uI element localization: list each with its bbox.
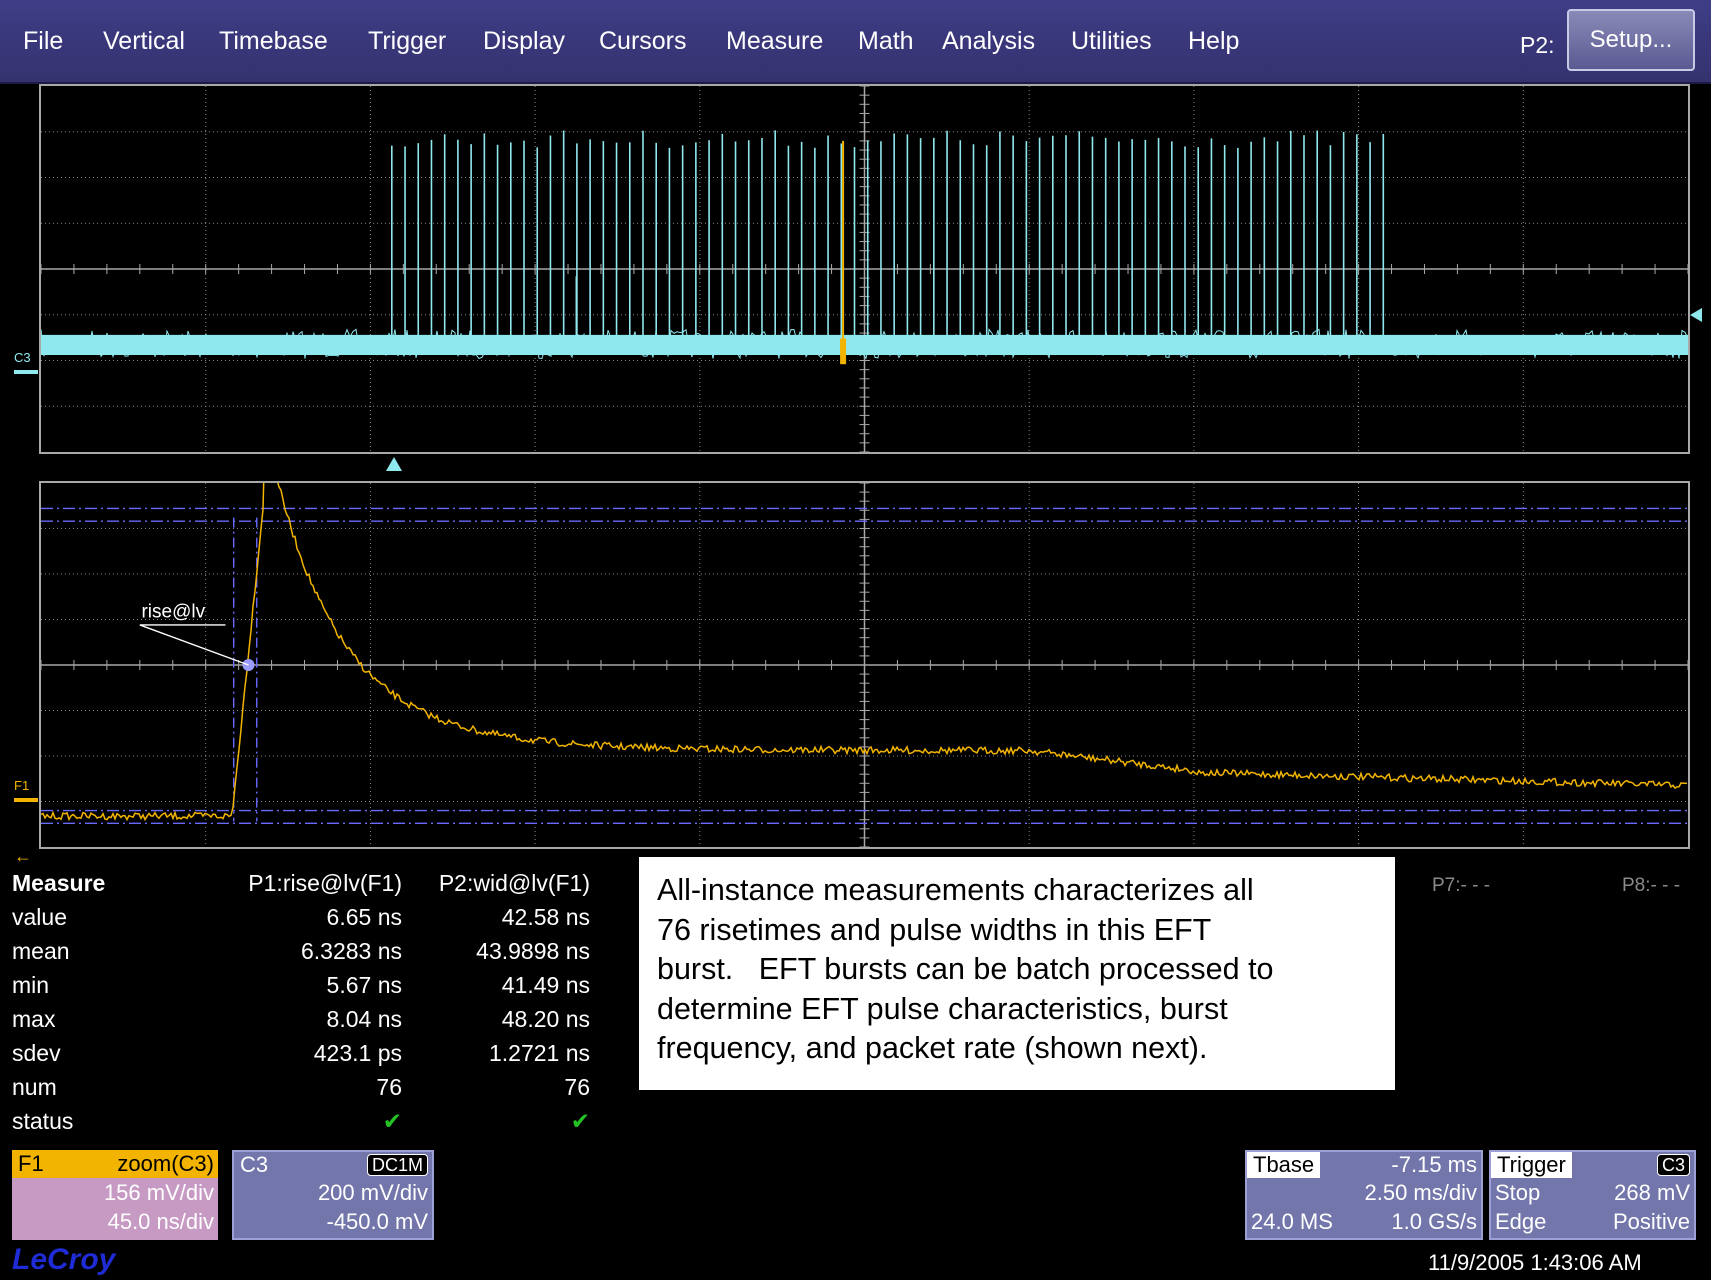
zoom-position-marker[interactable] [386, 457, 402, 471]
p2-value: 43.9898 ns [476, 938, 590, 964]
c3-ground-marker[interactable] [14, 370, 38, 374]
timestamp: 11/9/2005 1:43:06 AM [1428, 1250, 1642, 1275]
left-arrow-icon: ← [14, 846, 32, 866]
annotation-line: determine EFT pulse characteristics, bur… [657, 991, 1228, 1026]
menu-display[interactable]: Display [483, 27, 565, 55]
c3-trace-svg [41, 86, 1688, 452]
c3-trigger-level-marker[interactable] [1690, 308, 1702, 322]
c3-noise-trace [41, 328, 1688, 360]
trigger-level: 268 mV [1614, 1180, 1690, 1205]
menu-vertical[interactable]: Vertical [103, 27, 185, 55]
timebase-delay: -7.15 ms [1391, 1152, 1477, 1177]
p1-header[interactable]: P1:rise@lv(F1) [248, 870, 402, 896]
menu-file[interactable]: File [23, 27, 64, 55]
annotation-callout: All-instance measurements characterizes … [639, 857, 1395, 1090]
p1-value: 423.1 ps [313, 1040, 402, 1066]
setup-button[interactable]: Setup... [1567, 9, 1695, 71]
row-label: status [12, 1108, 74, 1134]
row-label: num [12, 1074, 57, 1100]
p1-value: 6.65 ns [326, 904, 402, 930]
p1-value: 5.67 ns [326, 972, 402, 998]
timebase-samples: 24.0 MS [1251, 1209, 1333, 1234]
f1-descriptor[interactable]: F1 zoom(C3) 156 mV/div 45.0 ns/div [12, 1150, 218, 1240]
p2-status-check-icon: ✔ [570, 1108, 590, 1134]
menu-help[interactable]: Help [1188, 27, 1240, 55]
c3-noise-band [41, 334, 1688, 356]
p2-value: 76 [564, 1074, 590, 1100]
p2-value: 41.49 ns [501, 972, 590, 998]
p8-header[interactable]: P8:- - - [1622, 875, 1681, 896]
menu-math[interactable]: Math [858, 27, 914, 55]
annotation-line: frequency, and packet rate (shown next). [657, 1031, 1208, 1065]
f1-pulse-trace [41, 483, 1688, 822]
row-label: mean [12, 938, 70, 964]
annotation-line: burst. EFT bursts can be batch processed… [657, 952, 1274, 986]
row-label: min [12, 972, 50, 998]
annotation-line: 76 risetimes and pulse widths in this EF… [657, 912, 1212, 947]
trigger-descriptor[interactable]: Trigger C3 Stop 268 mV Edge Positive [1489, 1150, 1696, 1240]
measure-title: Measure [12, 870, 106, 896]
trigger-source-badge: C3 [1656, 1154, 1690, 1176]
menu-analysis[interactable]: Analysis [942, 27, 1036, 55]
f1-name: F1 [18, 1151, 44, 1176]
p2-value: 1.2721 ns [488, 1040, 590, 1066]
annotation-line: All-instance measurements characterizes … [657, 873, 1254, 907]
f1-function: zoom(C3) [117, 1151, 214, 1176]
p1-status-check-icon: ✔ [382, 1108, 402, 1134]
row-label: max [12, 1006, 56, 1032]
timebase-tdiv: 2.50 ms/div [1364, 1180, 1478, 1205]
c3-vdiv: 200 mV/div [317, 1180, 428, 1205]
menu-bar: File Vertical Timebase Trigger Display C… [0, 0, 1711, 84]
row-label: value [12, 904, 67, 930]
menu-cursors[interactable]: Cursors [599, 27, 687, 55]
timebase-label: Tbase [1247, 1152, 1321, 1178]
f1-graticule[interactable]: rise@lv [39, 481, 1690, 849]
menu-measure[interactable]: Measure [726, 27, 824, 55]
timebase-descriptor[interactable]: Tbase -7.15 ms 2.50 ms/div 24.0 MS 1.0 G… [1245, 1150, 1483, 1240]
timebase-rate: 1.0 GS/s [1391, 1209, 1477, 1234]
trigger-mode: Stop [1495, 1180, 1541, 1205]
f1-trace-label: F1 [14, 778, 30, 793]
p7-header[interactable]: P7:- - - [1432, 875, 1491, 896]
trigger-slope: Positive [1612, 1209, 1690, 1234]
zoom-highlight-box [840, 338, 847, 365]
p2-label: P2: [1520, 32, 1555, 58]
p2-header[interactable]: P2:wid@lv(F1) [438, 870, 590, 896]
p2-value: 48.20 ns [501, 1006, 590, 1032]
f1-trace-svg: rise@lv [41, 483, 1688, 847]
lecroy-logo: LeCroy [12, 1243, 116, 1276]
p2-value: 42.58 ns [501, 904, 590, 930]
p1-value: 76 [376, 1074, 402, 1100]
trigger-type: Edge [1495, 1209, 1547, 1234]
f1-vdiv: 156 mV/div [103, 1180, 214, 1205]
menu-utilities[interactable]: Utilities [1071, 27, 1152, 55]
c3-offset: -450.0 mV [326, 1209, 429, 1234]
rise-measure-label: rise@lv [141, 602, 205, 623]
c3-name: C3 [240, 1152, 269, 1177]
rise-label-leader [139, 624, 249, 666]
c3-descriptor[interactable]: C3 DC1M 200 mV/div -450.0 mV [232, 1150, 434, 1240]
row-label: sdev [12, 1040, 61, 1066]
f1-tdiv: 45.0 ns/div [107, 1209, 214, 1234]
c3-coupling-badge: DC1M [366, 1154, 428, 1176]
menu-trigger[interactable]: Trigger [368, 27, 447, 55]
p1-value: 6.3283 ns [300, 938, 402, 964]
p1-value: 8.04 ns [326, 1006, 402, 1032]
trigger-label: Trigger [1491, 1152, 1572, 1178]
menu-timebase[interactable]: Timebase [219, 27, 328, 55]
f1-ground-marker[interactable] [14, 798, 38, 802]
c3-trace-label: C3 [14, 350, 31, 365]
c3-graticule[interactable] [39, 84, 1690, 454]
